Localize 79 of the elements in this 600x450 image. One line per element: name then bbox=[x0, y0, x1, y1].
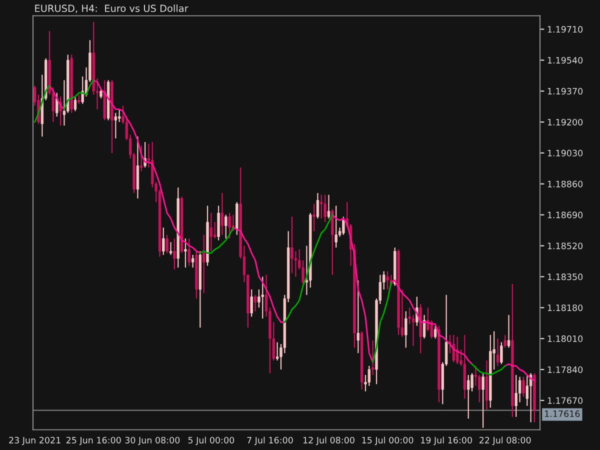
candlestick bbox=[166, 234, 168, 254]
y-tick-label: 1.18350 bbox=[548, 274, 583, 280]
y-tick-label: 1.18010 bbox=[548, 335, 583, 342]
candlestick bbox=[474, 365, 478, 386]
candlestick bbox=[500, 342, 503, 365]
x-tick-label: 23 Jun 2021 bbox=[9, 436, 60, 446]
y-tick-label: 1.19200 bbox=[548, 118, 583, 126]
candlestick bbox=[228, 212, 231, 240]
chart-title: EURUSD, H4: Euro vs US Dollar bbox=[35, 4, 188, 14]
candlestick bbox=[74, 96, 77, 112]
y-tick-label: 1.19540 bbox=[548, 56, 583, 64]
candlestick bbox=[522, 376, 525, 398]
y-tick-label: 1.17670 bbox=[548, 397, 583, 404]
candlestick bbox=[78, 94, 80, 104]
candlestick bbox=[412, 314, 415, 346]
candlestick bbox=[327, 194, 330, 220]
candlestick bbox=[169, 242, 172, 256]
candlestick bbox=[173, 238, 176, 270]
candlestick bbox=[224, 214, 228, 240]
candlestick bbox=[452, 334, 456, 363]
candlestick bbox=[56, 92, 58, 118]
candlestick bbox=[220, 192, 224, 236]
candlestick bbox=[507, 314, 510, 348]
y-tick-label: 1.17840 bbox=[548, 366, 583, 373]
candlestick bbox=[485, 360, 488, 410]
y-tick-label: 1.18180 bbox=[548, 304, 583, 312]
candlestick bbox=[456, 336, 459, 365]
candlestick bbox=[261, 276, 264, 320]
y-tick-label: 1.19370 bbox=[548, 88, 583, 95]
candlestick bbox=[210, 212, 213, 252]
x-tick-label: 25 Jun 16:00 bbox=[66, 436, 121, 446]
candlestick bbox=[386, 270, 389, 290]
candlestick bbox=[434, 325, 437, 340]
candlestick bbox=[342, 216, 345, 236]
y-tick-label: 1.18520 bbox=[548, 242, 583, 250]
candlestick bbox=[162, 227, 165, 256]
y-tick-label: 1.19710 bbox=[548, 26, 583, 33]
candlestick bbox=[518, 376, 522, 403]
candlestick bbox=[371, 340, 374, 376]
candlestick bbox=[312, 203, 316, 232]
candlestick bbox=[316, 192, 320, 220]
x-tick-label: 30 Jun 08:00 bbox=[125, 436, 180, 446]
x-tick-label: 15 Jul 00:00 bbox=[362, 436, 414, 446]
candlestick bbox=[526, 374, 528, 406]
candlestick bbox=[184, 238, 187, 268]
candlestick bbox=[467, 374, 470, 420]
candlestick bbox=[100, 88, 102, 99]
candlestick bbox=[202, 234, 206, 294]
candlestick bbox=[254, 294, 257, 312]
candlestick bbox=[504, 334, 506, 348]
candlestick bbox=[136, 136, 140, 200]
candlestick bbox=[356, 280, 360, 354]
candlestick bbox=[514, 374, 518, 418]
y-tick-label: 1.19030 bbox=[548, 150, 583, 156]
candlestick bbox=[214, 222, 216, 240]
candlestick bbox=[334, 205, 338, 248]
candlestick bbox=[250, 288, 253, 318]
x-tick-label: 22 Jul 08:00 bbox=[480, 436, 531, 446]
candlestick bbox=[217, 205, 220, 241]
candlestick bbox=[331, 208, 334, 276]
ref-line-label: 1.17616 bbox=[545, 410, 580, 418]
candlestick bbox=[529, 372, 532, 423]
x-tick-label: 12 Jul 08:00 bbox=[303, 436, 354, 446]
candlestick bbox=[114, 112, 118, 139]
x-tick-label: 7 Jul 16:00 bbox=[247, 436, 293, 446]
y-tick-label: 1.18690 bbox=[548, 212, 583, 218]
candlestick bbox=[140, 145, 143, 172]
candlestick bbox=[188, 238, 190, 266]
x-tick-label: 5 Jul 00:00 bbox=[188, 436, 234, 446]
y-tick-label: 1.18860 bbox=[548, 180, 583, 188]
candlestick bbox=[320, 194, 323, 220]
candlestick bbox=[290, 216, 294, 274]
candlestick bbox=[482, 372, 484, 428]
x-tick-label: 19 Jul 16:00 bbox=[421, 436, 472, 446]
candlestick bbox=[404, 310, 408, 348]
candlestick bbox=[496, 338, 500, 366]
candlestick bbox=[118, 108, 121, 123]
candlestick bbox=[324, 194, 326, 223]
candlestick bbox=[191, 254, 194, 268]
